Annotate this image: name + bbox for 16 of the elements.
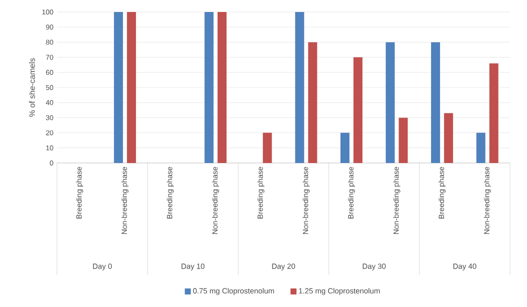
bar (262, 132, 272, 163)
bar (444, 113, 454, 163)
bar (308, 42, 318, 163)
bar (340, 132, 350, 163)
bar (295, 12, 304, 163)
bar (114, 12, 123, 163)
bar (476, 132, 486, 163)
y-axis-title: % of she-camels (29, 58, 35, 117)
bar (398, 118, 408, 163)
bar (431, 42, 440, 163)
bar (353, 57, 362, 163)
bar (204, 12, 214, 163)
bar (218, 12, 227, 163)
bar (489, 63, 498, 163)
bar (126, 12, 136, 163)
bar (386, 42, 395, 163)
